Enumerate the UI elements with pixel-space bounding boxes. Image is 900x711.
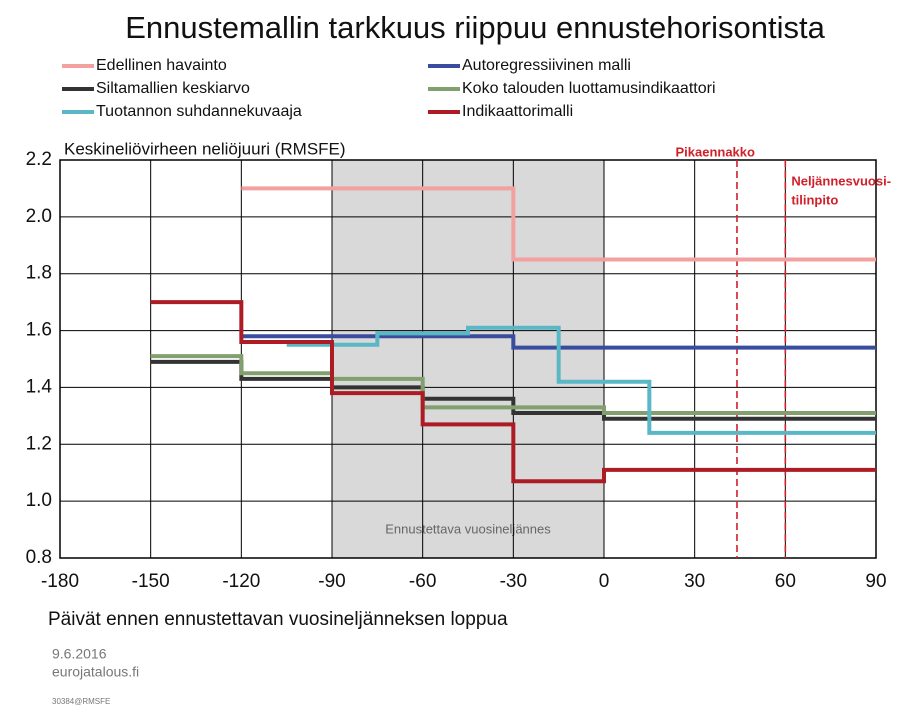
y-tick-label: 1.2 bbox=[26, 433, 52, 454]
y-tick-label: 1.0 bbox=[26, 490, 52, 511]
y-tick-label: 1.4 bbox=[26, 376, 53, 397]
x-tick-label: 0 bbox=[599, 571, 610, 592]
x-tick-label: 30 bbox=[684, 571, 705, 592]
legend-label: Autoregressiivinen malli bbox=[462, 57, 631, 74]
footer-code: 30384@RMSFE bbox=[52, 697, 110, 706]
x-tick-label: -90 bbox=[318, 571, 345, 592]
x-axis-label: Päivät ennen ennustettavan vuosineljänne… bbox=[48, 609, 508, 630]
event-label: Pikaennakko bbox=[675, 144, 755, 159]
x-tick-label: -60 bbox=[409, 571, 436, 592]
series-line bbox=[150, 354, 876, 416]
footer-source: eurojatalous.fi bbox=[52, 664, 139, 680]
series-line bbox=[286, 325, 876, 435]
legend-label: Edellinen havainto bbox=[96, 57, 227, 74]
y-tick-label: 1.8 bbox=[26, 263, 52, 284]
event-label: tilinpito bbox=[791, 192, 838, 207]
chart-title: Ennustemallin tarkkuus riippuu ennusteho… bbox=[125, 10, 825, 45]
forecast-quarter-shade bbox=[332, 160, 604, 558]
y-tick-label: 1.6 bbox=[26, 320, 52, 341]
legend-label: Tuotannon suhdannekuvaaja bbox=[96, 103, 302, 120]
plot-frame bbox=[59, 159, 877, 559]
legend-label: Indikaattorimalli bbox=[462, 103, 573, 120]
series-line bbox=[150, 300, 876, 484]
x-tick-label: -120 bbox=[222, 571, 260, 592]
y-tick-label: 2.2 bbox=[26, 149, 52, 170]
legend-label: Siltamallien keskiarvo bbox=[96, 80, 250, 97]
x-tick-label: -150 bbox=[132, 571, 170, 592]
y-tick-label: 0.8 bbox=[26, 547, 52, 568]
x-tick-label: -30 bbox=[500, 571, 527, 592]
event-label: Neljännesvuosi- bbox=[791, 173, 891, 188]
footer-date: 9.6.2016 bbox=[52, 646, 107, 662]
legend-label: Koko talouden luottamusindikaattori bbox=[462, 80, 716, 97]
y-axis-label: Keskineliövirheen neliöjuuri (RMSFE) bbox=[64, 139, 346, 158]
x-tick-label: 90 bbox=[865, 571, 886, 592]
series-line bbox=[241, 186, 876, 262]
shade-label: Ennustettava vuosineljännes bbox=[385, 521, 551, 536]
x-tick-label: -180 bbox=[41, 571, 79, 592]
y-tick-label: 2.0 bbox=[26, 206, 52, 227]
x-tick-label: 60 bbox=[775, 571, 796, 592]
